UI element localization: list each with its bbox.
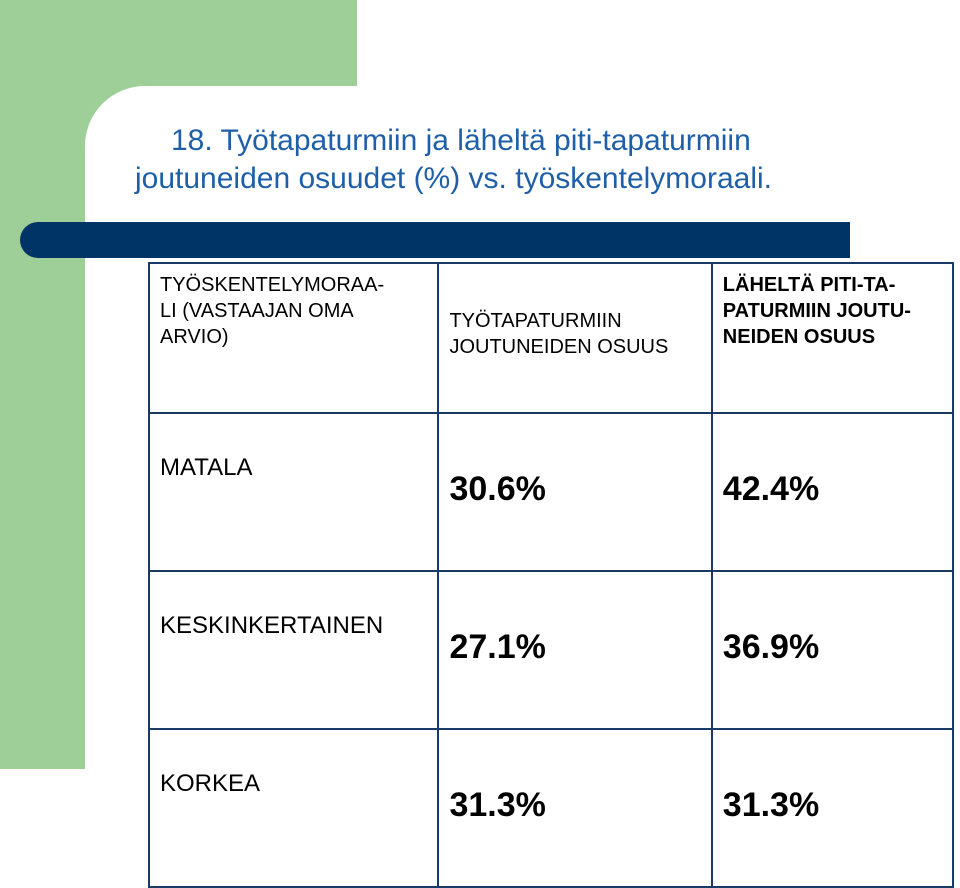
- header-morale: TYÖSKENTELYMORAA- LI (VASTAAJAN OMA ARVI…: [147, 262, 440, 414]
- near-miss-value: 42.4%: [710, 412, 955, 572]
- table-row: KORKEA 31.3% 31.3%: [147, 728, 955, 888]
- table-header-row: TYÖSKENTELYMORAA- LI (VASTAAJAN OMA ARVI…: [147, 262, 955, 414]
- work-accidents-value: 31.3%: [437, 728, 713, 888]
- row-label: MATALA: [147, 412, 440, 572]
- work-accidents-value: 30.6%: [437, 412, 713, 572]
- morale-accident-table: TYÖSKENTELYMORAA- LI (VASTAAJAN OMA ARVI…: [147, 262, 955, 888]
- row-label: KORKEA: [147, 728, 440, 888]
- header-work-accidents: TYÖTAPATURMIIN JOUTUNEIDEN OSUUS: [437, 262, 713, 414]
- near-miss-value: 36.9%: [710, 570, 955, 730]
- slide-title: 18. Työtapaturmiin ja läheltä piti-tapat…: [135, 122, 935, 198]
- header-near-miss: LÄHELTÄ PITI-TA- PATURMIIN JOUTU- NEIDEN…: [710, 262, 955, 414]
- decorative-navy-bar: [20, 222, 850, 258]
- row-label: KESKINKERTAINEN: [147, 570, 440, 730]
- slide-title-line-1: 18. Työtapaturmiin ja läheltä piti-tapat…: [171, 124, 751, 157]
- near-miss-value: 31.3%: [710, 728, 955, 888]
- work-accidents-value: 27.1%: [437, 570, 713, 730]
- slide-title-line-2: joutuneiden osuudet (%) vs. työskentelym…: [135, 162, 773, 195]
- table-row: MATALA 30.6% 42.4%: [147, 412, 955, 572]
- table-row: KESKINKERTAINEN 27.1% 36.9%: [147, 570, 955, 730]
